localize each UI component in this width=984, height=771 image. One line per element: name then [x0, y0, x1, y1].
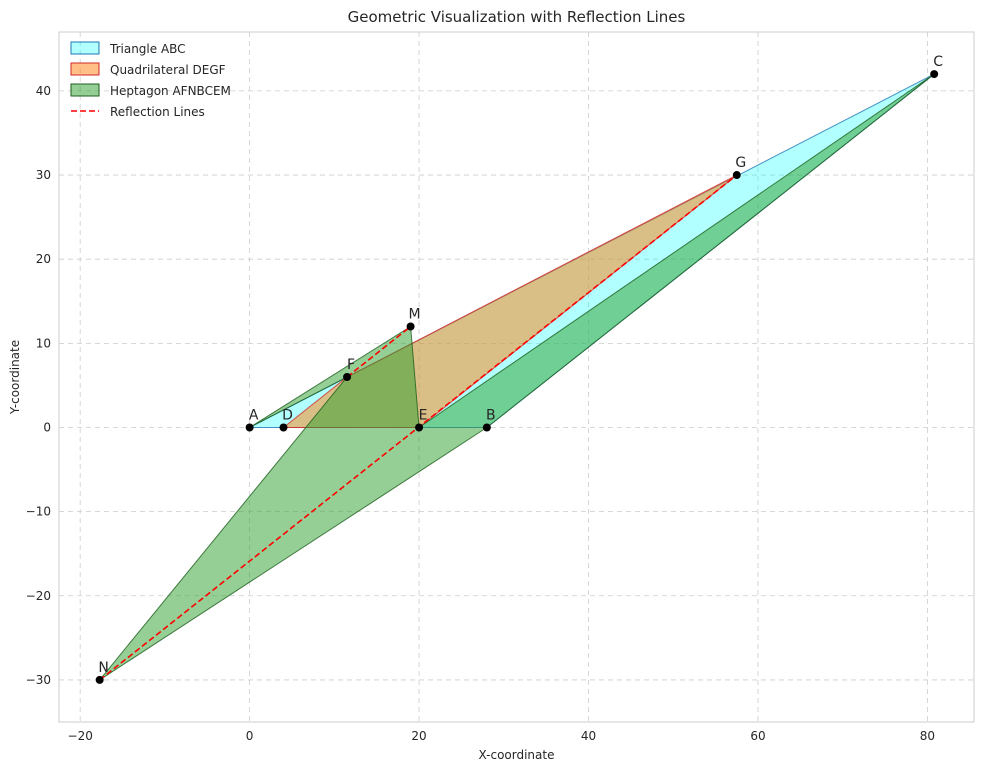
x-tick-label: −20: [68, 729, 93, 743]
x-tick-label: 20: [411, 729, 426, 743]
y-axis-label: Y-coordinate: [8, 340, 22, 415]
point-a: [245, 423, 254, 432]
point-b: [482, 423, 491, 432]
point-e: [415, 423, 424, 432]
legend-swatch: [70, 83, 100, 97]
legend-entry: Quadrilateral DEGF: [110, 63, 226, 77]
point-label-m: M: [409, 307, 421, 323]
x-axis-label: X-coordinate: [479, 748, 555, 762]
point-label-a: A: [249, 407, 259, 423]
legend-swatch: [70, 41, 100, 55]
legend-entry: Heptagon AFNBCEM: [110, 84, 231, 98]
point-label-n: N: [98, 660, 108, 676]
points: A B C D E F G M N: [95, 54, 943, 684]
point-label-b: B: [486, 407, 496, 423]
point-c: [930, 70, 939, 79]
y-tick-label: −20: [26, 589, 51, 603]
ticks: −20 0 20 40 60 80 −30 −20 −10 0 10 20 30 40: [26, 84, 935, 743]
y-tick-label: 40: [36, 84, 51, 98]
legend-swatch: [70, 62, 100, 76]
y-tick-label: −30: [26, 673, 51, 687]
x-tick-label: 60: [750, 729, 765, 743]
legend-entry: Reflection Lines: [110, 105, 205, 119]
point-g: [732, 171, 741, 180]
chart-title: Geometric Visualization with Reflection …: [348, 8, 686, 26]
y-tick-label: 30: [36, 168, 51, 182]
y-tick-label: 10: [36, 336, 51, 350]
legend: Triangle ABC Quadrilateral DEGF Heptagon A…: [70, 41, 231, 119]
point-label-d: D: [282, 407, 293, 423]
y-tick-label: −10: [26, 505, 51, 519]
point-label-e: E: [419, 407, 428, 423]
point-m: [406, 322, 415, 331]
y-tick-label: 20: [36, 252, 51, 266]
point-label-f: F: [347, 357, 355, 373]
y-tick-label: 0: [43, 420, 51, 434]
point-f: [343, 373, 352, 381]
plot-frame: [58, 31, 975, 723]
polygons: [99, 73, 935, 681]
reflection-line-fm: [346, 325, 412, 378]
legend-entry: Triangle ABC: [109, 42, 186, 56]
point-n: [95, 675, 104, 684]
point-label-c: C: [933, 54, 943, 70]
point-d: [279, 423, 288, 432]
x-tick-label: 80: [920, 729, 935, 743]
point-label-g: G: [735, 155, 746, 171]
x-tick-label: 40: [581, 729, 596, 743]
polygon-heptagon: [99, 73, 935, 681]
x-tick-label: 0: [246, 729, 254, 743]
